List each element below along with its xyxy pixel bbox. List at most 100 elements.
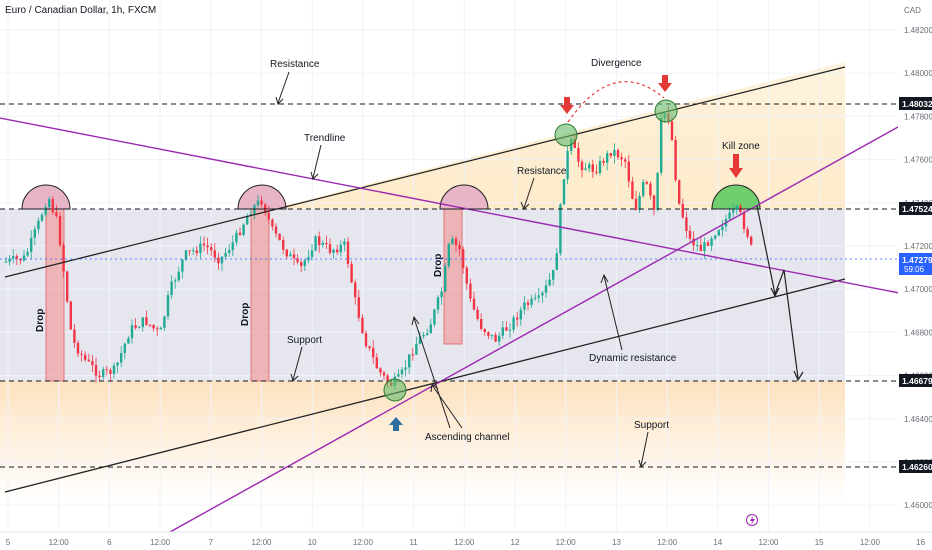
x-tick-label: 12:00 <box>860 538 881 547</box>
price-axis[interactable]: CAD 1.482001.480001.478001.476001.474001… <box>898 0 932 532</box>
candle-body <box>361 317 364 334</box>
candle-body <box>436 297 440 310</box>
candle-body <box>188 250 191 252</box>
pointer-support-low-head <box>638 459 647 468</box>
candle-body <box>415 343 418 355</box>
candle-body <box>505 327 508 331</box>
badge-current <box>899 253 932 275</box>
candle-body <box>372 348 375 358</box>
label-trendline: Trendline <box>304 133 346 144</box>
candle-body <box>494 334 497 342</box>
drop-label-2: Drop <box>240 303 251 326</box>
candle-body <box>652 195 656 210</box>
divergence-curve <box>567 81 665 123</box>
pointer-support-mid-head <box>290 373 299 382</box>
candle-body <box>429 324 432 334</box>
candle-body <box>242 224 245 235</box>
candle-body <box>580 161 584 171</box>
pointer-resistance-top-head <box>275 96 284 105</box>
candle-body <box>440 291 443 298</box>
y-tick-label: 1.47200 <box>904 242 932 251</box>
annotation-pointers <box>275 71 649 468</box>
candle-body <box>48 199 51 208</box>
trend-lines <box>0 66 926 533</box>
candle-body <box>534 297 537 299</box>
y-tick-label: 1.46400 <box>904 415 932 424</box>
x-tick-label: 11 <box>409 538 418 547</box>
x-tick-label: 12 <box>511 538 520 547</box>
time-axis[interactable]: 5 12:00 6 12:00 7 12:00 10 12:00 11 12:00 12 12:00 1… <box>0 531 932 550</box>
candle-body <box>462 249 465 268</box>
badge-current-countdown: 59:06 <box>904 265 925 274</box>
candle-body <box>285 249 288 257</box>
candle-body <box>591 164 594 172</box>
candle-body <box>141 317 144 328</box>
signal-arrows <box>389 75 804 431</box>
currency-label: CAD <box>904 6 921 15</box>
candle-body <box>195 250 198 254</box>
candle-body <box>706 242 710 246</box>
candle-body <box>26 252 29 256</box>
red-down-arrow-1 <box>560 97 574 114</box>
candle-body <box>300 262 303 267</box>
pointer-dynamic-head <box>600 273 609 284</box>
candle-body <box>408 354 411 368</box>
candle-body <box>368 346 371 349</box>
candle-body <box>530 298 533 305</box>
divergence-circle-2 <box>654 99 678 123</box>
x-tick-label: 16 <box>916 538 925 547</box>
highlight-circles <box>383 81 678 402</box>
candle-body <box>260 200 263 205</box>
candle-body <box>444 265 447 292</box>
top-arc-3 <box>439 184 489 210</box>
candle-body <box>112 365 116 374</box>
candle-body <box>274 226 278 234</box>
candle-body <box>4 261 8 263</box>
candle-body <box>670 121 674 141</box>
drop-label-1: Drop <box>35 309 46 332</box>
candle-body <box>238 232 242 235</box>
channel-low-circle <box>383 378 407 402</box>
lightning-icon[interactable] <box>746 514 758 526</box>
kill-zone-arc <box>711 184 761 210</box>
x-tick-label: 12:00 <box>353 538 374 547</box>
y-tick-label: 1.46000 <box>904 501 932 510</box>
candle-body <box>544 285 548 293</box>
top-arc-1 <box>21 184 71 210</box>
candle-body <box>566 150 569 180</box>
candle-body <box>134 325 137 328</box>
candle-body <box>742 212 746 230</box>
candle-body <box>314 236 317 251</box>
x-tick-label: 12:00 <box>251 538 272 547</box>
candle-body <box>678 180 681 204</box>
candle-body <box>537 295 540 298</box>
candle-body <box>397 374 400 377</box>
label-resistance-mid: Resistance <box>517 166 567 177</box>
pointer-ascending-2-head <box>430 383 439 393</box>
candle-body <box>552 269 555 280</box>
candle-body <box>145 317 148 325</box>
candle-body <box>631 181 634 199</box>
candle-body <box>184 250 188 260</box>
badge-46260-text: 1.46260 <box>902 462 932 472</box>
candle-body <box>62 245 65 272</box>
candle-body <box>220 256 224 264</box>
candle-body <box>577 147 580 162</box>
x-tick-label: 10 <box>308 538 317 547</box>
x-tick-label: 12:00 <box>556 538 577 547</box>
candle-body <box>681 203 684 218</box>
candle-body <box>343 241 346 245</box>
candle-body <box>465 267 468 284</box>
candle-body <box>33 229 36 238</box>
candle-body <box>379 368 382 373</box>
red-down-arrow-2 <box>658 75 672 92</box>
pointer-trendline-head <box>310 171 319 180</box>
candle-body <box>606 153 609 163</box>
candle-body <box>699 244 702 252</box>
label-support-mid: Support <box>287 335 322 346</box>
candle-body <box>37 220 40 230</box>
x-tick-label: 5 <box>6 538 11 547</box>
y-tick-label: 1.47000 <box>904 285 932 294</box>
